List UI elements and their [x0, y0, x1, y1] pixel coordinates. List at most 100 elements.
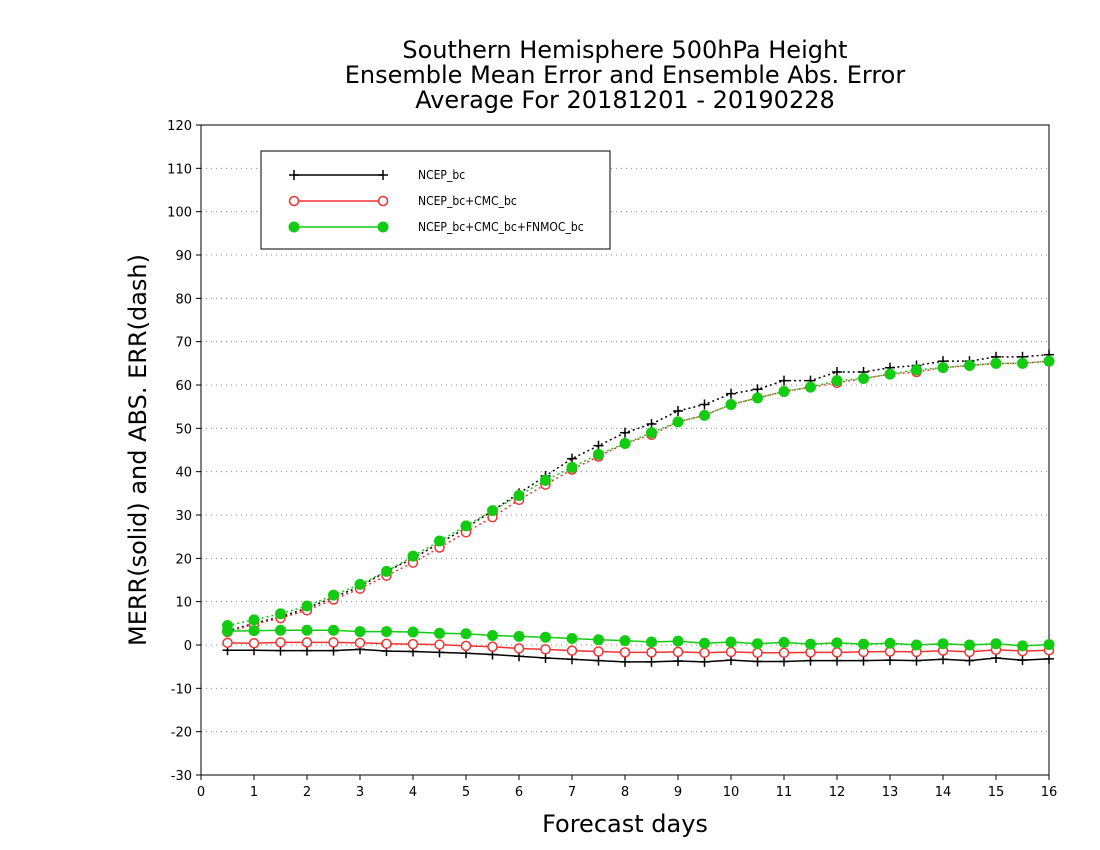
series-2-abs-err-line [227, 360, 1050, 627]
x-tick-label: 16 [1041, 785, 1058, 800]
y-tick-label: 100 [167, 206, 192, 221]
title-line-2: Average For 20181201 - 20190228 [415, 86, 835, 114]
series-0-abs-err-point [779, 375, 789, 386]
series-2-merr-point [990, 638, 1002, 650]
y-tick-label: 110 [167, 162, 192, 177]
series-2-abs-err-point [990, 357, 1002, 369]
series-2-abs-err-point [540, 474, 551, 486]
title-line-1: Ensemble Mean Error and Ensemble Abs. Er… [345, 61, 906, 89]
series-2-merr-point [858, 638, 869, 650]
series-1-merr-point [646, 647, 657, 658]
series-0-merr-point [540, 653, 551, 663]
series-0-merr-point [1044, 653, 1054, 664]
series-2-merr-point [725, 636, 737, 648]
series-0-merr-point [752, 656, 763, 667]
series-1-merr-point [699, 647, 710, 659]
series-0-merr-point [673, 656, 683, 667]
series-2-merr-point [1043, 639, 1055, 651]
series-2-merr-point [460, 628, 472, 640]
data-series [222, 349, 1055, 667]
series-2-merr-point [1017, 640, 1028, 652]
x-tick-label: 7 [568, 785, 576, 800]
series-2-abs-err-point [646, 427, 657, 439]
series-2-abs-err-point [672, 416, 684, 428]
y-tick-label: 80 [175, 292, 192, 307]
series-1-merr-point [619, 647, 631, 658]
series-2-abs-err-point [911, 364, 922, 376]
legend-marker [377, 221, 389, 233]
series-2-merr-point [831, 637, 843, 649]
series-2-merr-point [566, 633, 578, 644]
series-2-abs-err-point [619, 438, 631, 449]
series-2-abs-err-point [1043, 355, 1055, 367]
series-2-merr-point [884, 637, 896, 649]
series-2-abs-err-point [752, 392, 763, 404]
series-0-merr-point [964, 655, 975, 666]
series-2-abs-err-point [778, 386, 790, 397]
series-2-abs-err-point [354, 578, 366, 590]
y-tick-label: 50 [175, 422, 192, 437]
series-2-merr-point [646, 636, 657, 648]
series-0-merr-point [1017, 655, 1028, 666]
series-2-merr-point [407, 626, 419, 638]
series-1-merr-point [566, 645, 578, 656]
legend-marker [378, 170, 388, 180]
series-2-abs-err-point [566, 461, 578, 473]
series-0-merr-point [858, 655, 869, 666]
series-2-abs-err-point [487, 505, 498, 517]
series-2-merr-point [672, 635, 684, 647]
x-tick-label: 9 [674, 785, 682, 800]
series-0-merr-point [938, 654, 948, 665]
y-tick-label: -10 [171, 682, 192, 697]
series-1-merr-point [275, 637, 286, 648]
series-1-merr-point [487, 641, 498, 652]
legend-marker [377, 195, 389, 207]
series-1-abs-err-line [227, 360, 1050, 633]
series-2-abs-err-point [434, 535, 445, 547]
y-tick-label: 120 [167, 119, 192, 134]
series-2-abs-err-point [381, 565, 392, 577]
series-1 [222, 355, 1055, 659]
series-2-merr-point [911, 639, 922, 651]
series-2-abs-err-point [407, 550, 419, 562]
series-2-abs-err-point [805, 381, 816, 393]
series-2-abs-err-point [460, 520, 472, 532]
series-2-abs-err-point [831, 375, 843, 387]
series-0 [222, 349, 1054, 667]
legend-entry-2: NCEP_bc+CMC_bc+FNMOC_bc [288, 220, 584, 234]
legend-box [260, 150, 611, 250]
legend-marker [288, 221, 300, 233]
series-2-merr-point [513, 630, 525, 642]
series-0-merr-point [699, 656, 710, 667]
series-1-merr-point [248, 638, 260, 649]
y-tick-label: 90 [175, 249, 192, 264]
series-2-merr-point [619, 635, 631, 647]
legend: NCEP_bc NCEP_bc+CMC_bc NCEP_bc+CMC_bc+FNMO… [260, 150, 611, 250]
y-tick-label: 70 [175, 336, 192, 351]
series-2-merr-point [381, 626, 392, 638]
series-1-merr-point [593, 646, 604, 657]
series-2-merr-point [752, 638, 763, 650]
series-2-abs-err-point [222, 620, 233, 631]
series-2-merr-point [487, 629, 498, 641]
series-2-abs-err-point [858, 373, 869, 384]
series-2-merr-point [354, 626, 366, 638]
series-2-abs-err-point [301, 600, 313, 612]
series-0-merr-point [646, 656, 657, 667]
y-axis-label: MERR(solid) and ABS. ERR(dash) [124, 254, 152, 646]
legend-entry-1: NCEP_bc+CMC_bc [288, 194, 517, 208]
x-tick-label: 0 [197, 785, 205, 800]
series-0-merr-point [885, 655, 895, 666]
x-tick-label: 13 [882, 785, 899, 800]
series-1-merr-point [434, 639, 445, 650]
series-2-abs-err-point [513, 490, 525, 501]
series-2-merr-point [593, 634, 604, 646]
legend-label: NCEP_bc+CMC_bc [418, 194, 517, 208]
y-tick-label: 60 [175, 379, 192, 394]
series-0-merr-point [779, 656, 789, 667]
series-0-abs-err-line [227, 353, 1050, 632]
x-axis-label: Forecast days [542, 810, 708, 838]
y-tick-label: 0 [184, 639, 192, 654]
series-1-merr-point [540, 644, 551, 655]
x-tick-label: 15 [988, 785, 1005, 800]
